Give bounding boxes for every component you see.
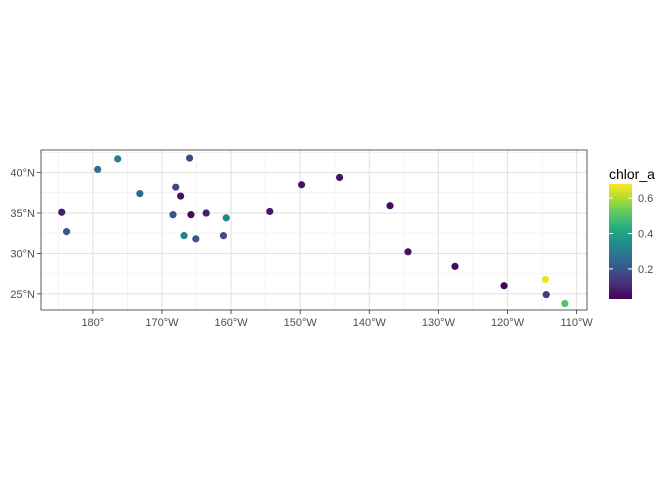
data-point (451, 262, 459, 270)
data-point (561, 299, 569, 308)
data-point (177, 192, 185, 200)
x-tick-label: 130°W (422, 317, 456, 329)
legend-tick-label: 0.4 (638, 229, 653, 241)
data-point (500, 282, 508, 290)
colorbar (609, 184, 632, 299)
data-points (58, 154, 569, 308)
legend-tick-label: 0.6 (638, 193, 653, 205)
data-point (335, 173, 344, 182)
legend-tick-label: 0.2 (638, 264, 653, 276)
y-tick-label: 35°N (10, 208, 35, 220)
y-axis: 25°N 30°N 35°N 40°N (10, 168, 41, 301)
y-tick-label: 25°N (10, 289, 35, 301)
y-tick-label: 40°N (10, 168, 35, 180)
data-point (187, 211, 195, 219)
data-point (169, 211, 177, 219)
data-point (114, 155, 122, 163)
data-point (172, 183, 180, 191)
legend-ticks: 0.2 0.4 0.6 (609, 193, 653, 276)
grid-major-lines (41, 150, 587, 310)
data-point (219, 232, 228, 240)
grid-minor-lines (41, 150, 587, 310)
x-tick-label: 150°W (284, 317, 318, 329)
data-point (266, 207, 274, 216)
data-point (386, 202, 394, 210)
legend-title: chlor_a (609, 166, 655, 182)
data-point (192, 235, 200, 243)
data-point (136, 190, 144, 198)
x-tick-label: 170°W (145, 317, 179, 329)
x-tick-label: 110°W (560, 317, 593, 329)
x-axis: 180° 170°W 160°W 150°W 140°W 130°W 120°W 110°W (81, 310, 593, 329)
x-tick-label: 180° (81, 317, 104, 329)
x-tick-label: 120°W (491, 317, 525, 329)
y-tick-label: 30°N (10, 248, 35, 260)
data-point (404, 248, 412, 256)
data-point (180, 232, 188, 240)
data-point (222, 214, 230, 222)
data-point (541, 275, 550, 283)
data-point (58, 208, 66, 216)
data-point (94, 165, 102, 173)
x-tick-label: 160°W (214, 317, 248, 329)
colorbar-legend: chlor_a 0.2 0.4 0.6 (609, 166, 655, 299)
data-point (202, 209, 210, 217)
plot-panel-border (40, 149, 588, 311)
data-point (62, 228, 71, 236)
data-point (297, 181, 306, 189)
x-tick-label: 140°W (353, 317, 387, 329)
plot-panel (41, 150, 587, 310)
data-point (542, 291, 550, 299)
data-point (185, 154, 194, 162)
